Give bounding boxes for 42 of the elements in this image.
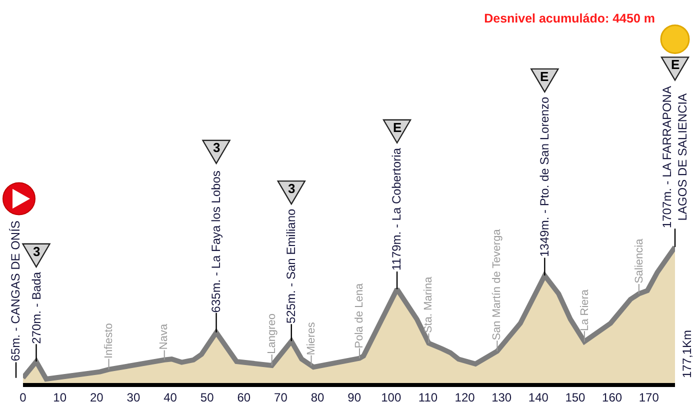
x-tick-label: 90: [348, 390, 362, 404]
annotation: Nava: [158, 323, 170, 350]
annotation: 177,1Km: [680, 330, 694, 378]
data-label: 525m. - San Emiliano: [284, 208, 298, 324]
chart-title: Desnivel acumuládo: 4450 m: [484, 11, 655, 26]
x-tick-label: 130: [492, 390, 512, 404]
text: 3: [213, 140, 220, 155]
x-tick-label: 110: [418, 390, 438, 404]
x-tick-label: 40: [164, 390, 178, 404]
x-tick-label: 120: [454, 390, 476, 404]
x-tick-label: 50: [200, 390, 214, 404]
text: 3: [288, 181, 296, 196]
x-tick-label: 60: [237, 390, 251, 404]
x-tick-label: 80: [310, 390, 325, 404]
x-tick-label: 0: [20, 390, 27, 404]
annotation: San Martín de Teverga: [491, 228, 504, 340]
data-label: 270m. - Bada: [30, 272, 44, 344]
x-tick-label: 30: [126, 390, 140, 404]
annotation: Sta. Marina: [422, 276, 434, 334]
data-label: 635m. - La Faya los Lobos: [208, 170, 223, 313]
annotation: La Riera: [578, 288, 591, 332]
text: E: [393, 120, 402, 135]
x-tick-label: 10: [53, 390, 67, 404]
annotation: Mieres: [305, 322, 318, 356]
x-tick-label: 140: [528, 390, 549, 404]
x-tick-label: 170: [638, 390, 660, 404]
x-tick-label: 150: [565, 390, 586, 404]
annotation: Saliencia: [633, 238, 646, 284]
text: E: [671, 57, 680, 72]
x-tick-label: 100: [381, 390, 402, 404]
annotation: 3: [33, 244, 40, 259]
data-label: 1349m. - Pto. de San Lorenzo: [537, 96, 552, 257]
annotation: Pola de Lena: [354, 282, 366, 348]
annotation: Infiesto: [103, 323, 116, 359]
data-label: 1707m. - LA FARRAPONA LAGOS DE SALIENCIA: [660, 86, 690, 228]
text: E: [540, 69, 549, 84]
x-tick-label: 20: [90, 390, 104, 404]
data-label: 65m. - CANGAS DE ONÍS: [8, 220, 23, 362]
data-label: 1179m. - La Cobertoria: [390, 148, 404, 270]
x-tick-label: 160: [602, 390, 622, 404]
annotation: Langreo: [266, 314, 278, 354]
x-tick-label: 70: [274, 390, 288, 404]
